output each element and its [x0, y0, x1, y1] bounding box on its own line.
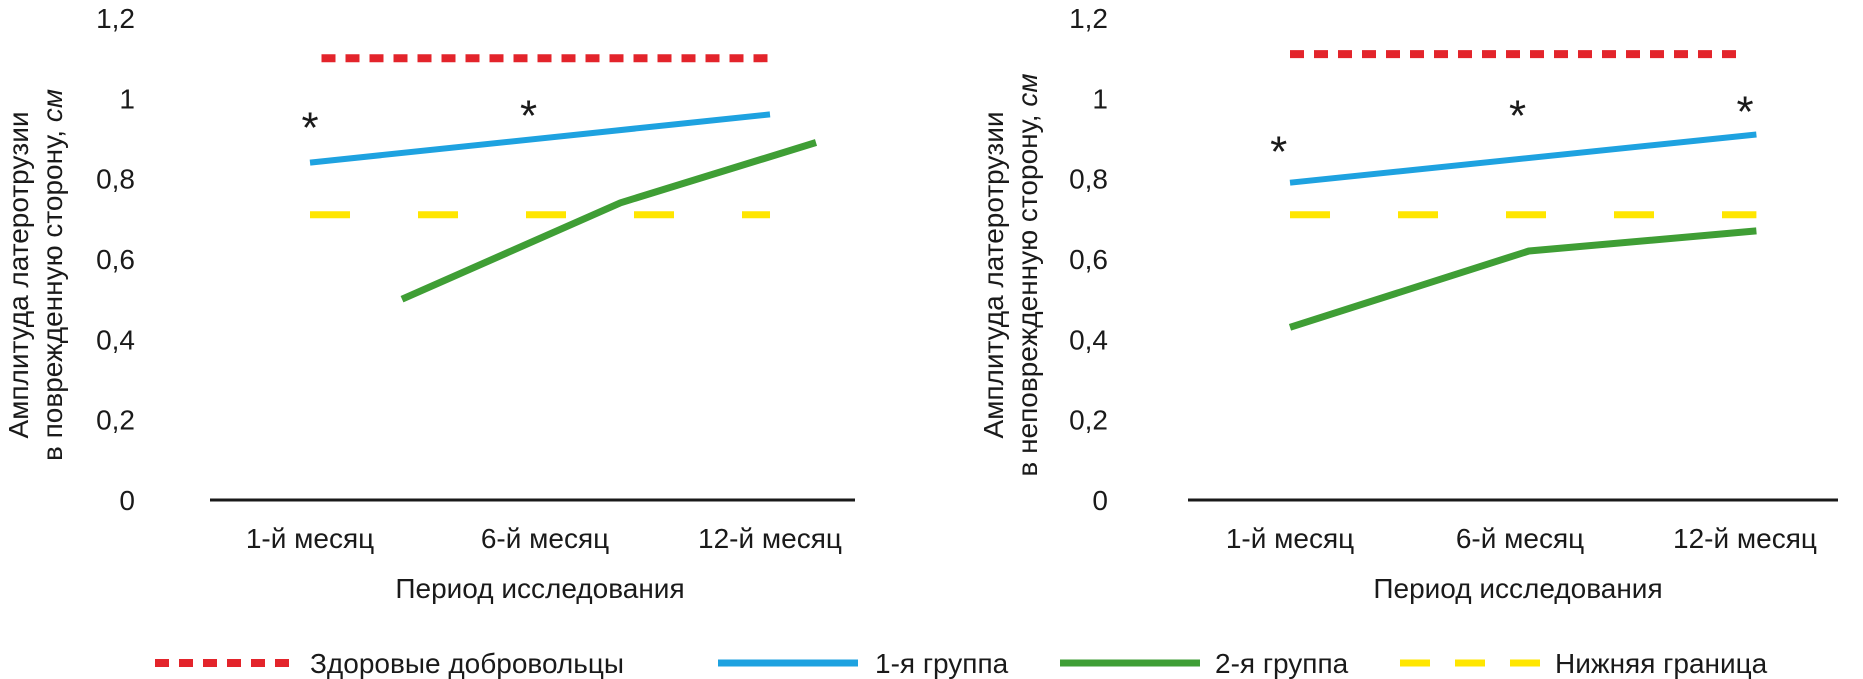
- y-tick-label: 0,2: [96, 405, 135, 436]
- x-tick-label: 6-й месяц: [481, 523, 609, 554]
- x-axis-ticks: 1-й месяц 6-й месяц 12-й месяц: [246, 523, 842, 554]
- x-tick-label: 12-й месяц: [1673, 523, 1817, 554]
- y-tick-label: 0: [119, 485, 135, 516]
- x-tick-label: 6-й месяц: [1456, 523, 1584, 554]
- series-group: [1288, 50, 1757, 331]
- annotations: * * *: [1270, 87, 1754, 176]
- chart-left: 0 0,2 0,4 0,6 0,8 1 1,2 1-й месяц 6-й месяц 12-й…: [3, 3, 855, 604]
- y-tick-label: 0,8: [96, 164, 135, 195]
- series-group: [309, 54, 818, 303]
- significance-asterisk: *: [520, 91, 537, 140]
- chart-right: 0 0,2 0,4 0,6 0,8 1 1,2 1-й месяц 6-й месяц 12-й…: [978, 3, 1838, 604]
- annotations: * *: [301, 91, 537, 152]
- legend-label-group2: 2-я группа: [1215, 648, 1349, 679]
- legend: Здоровые добровольцы 1-я группа 2-я груп…: [155, 648, 1768, 679]
- legend-item-group2: 2-я группа: [1060, 648, 1349, 679]
- y-tick-label: 1: [119, 83, 135, 114]
- y-tick-label: 0: [1092, 485, 1108, 516]
- significance-asterisk: *: [1270, 128, 1287, 177]
- series-line-group1: [1289, 131, 1757, 186]
- legend-item-lower: Нижняя граница: [1400, 648, 1768, 679]
- y-axis-label-line2: в неповрежденную сторону, см: [1012, 73, 1043, 476]
- y-tick-label: 1: [1092, 83, 1108, 114]
- y-axis-label-line2-text: в неповрежденную сторону,: [1012, 114, 1043, 476]
- y-tick-label: 1,2: [96, 3, 135, 34]
- y-tick-label: 1,2: [1069, 3, 1108, 34]
- y-axis-label-line1: Амплитуда латеротрузии: [978, 111, 1009, 438]
- legend-label-group1: 1-я группа: [875, 648, 1009, 679]
- significance-asterisk: *: [301, 103, 318, 152]
- x-axis-label: Период исследования: [1373, 573, 1662, 604]
- y-tick-label: 0,4: [1069, 324, 1108, 355]
- y-axis-ticks: 0 0,2 0,4 0,6 0,8 1 1,2: [1069, 3, 1108, 516]
- y-axis-label-line2-text: в поврежденную сторону,: [37, 130, 68, 461]
- series-line-group2: [400, 139, 818, 303]
- y-tick-label: 0,6: [96, 244, 135, 275]
- series-line-group2: [1288, 227, 1757, 331]
- y-tick-label: 0,6: [1069, 244, 1108, 275]
- series-line-group1: [309, 111, 771, 166]
- legend-item-group1: 1-я группа: [718, 648, 1009, 679]
- y-axis-unit: см: [1012, 73, 1043, 106]
- y-tick-label: 0,8: [1069, 164, 1108, 195]
- x-tick-label: 12-й месяц: [698, 523, 842, 554]
- y-axis-unit: см: [37, 89, 68, 122]
- x-tick-label: 1-й месяц: [1226, 523, 1354, 554]
- y-tick-label: 0,4: [96, 324, 135, 355]
- y-tick-label: 0,2: [1069, 405, 1108, 436]
- x-axis-ticks: 1-й месяц 6-й месяц 12-й месяц: [1226, 523, 1817, 554]
- y-axis-label-line2: в поврежденную сторону, см: [37, 89, 68, 461]
- x-axis-label: Период исследования: [395, 573, 684, 604]
- y-axis-label: Амплитуда латеротрузии в поврежденную ст…: [3, 89, 68, 461]
- y-axis-ticks: 0 0,2 0,4 0,6 0,8 1 1,2: [96, 3, 135, 516]
- significance-asterisk: *: [1736, 87, 1753, 136]
- y-axis-label: Амплитуда латеротрузии в неповрежденную …: [978, 73, 1043, 476]
- legend-label-lower: Нижняя граница: [1555, 648, 1768, 679]
- legend-label-healthy: Здоровые добровольцы: [310, 648, 624, 679]
- x-tick-label: 1-й месяц: [246, 523, 374, 554]
- y-axis-label-line1: Амплитуда латеротрузии: [3, 111, 34, 438]
- significance-asterisk: *: [1509, 91, 1526, 140]
- legend-item-healthy: Здоровые добровольцы: [155, 648, 624, 679]
